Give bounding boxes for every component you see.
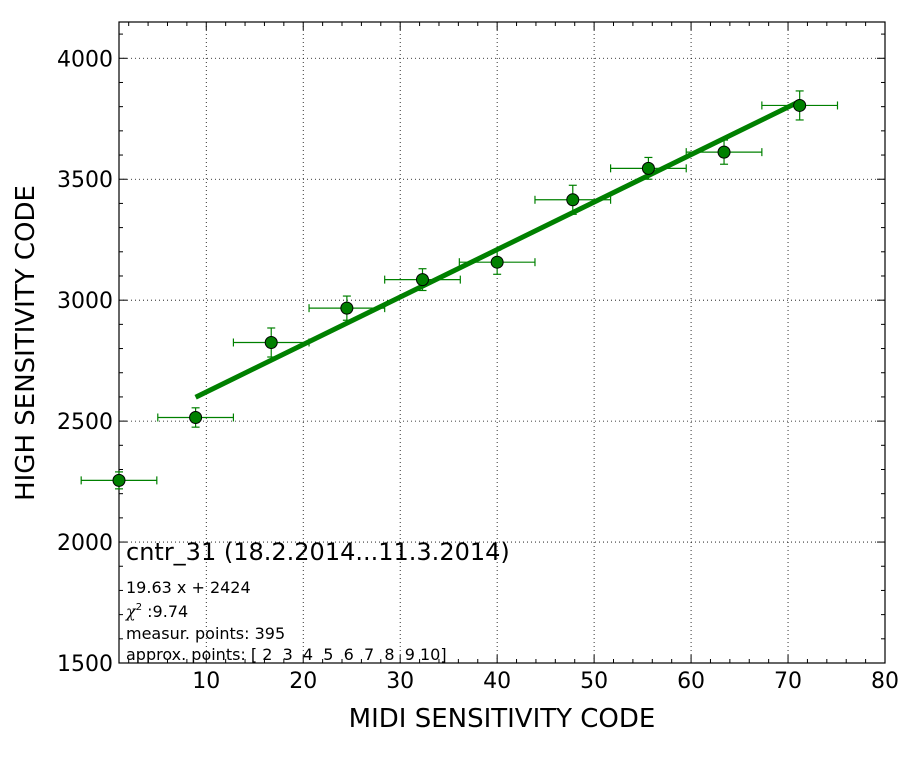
data-point [490,255,504,269]
x-tick-label: 10 [192,669,220,694]
x-tick-label: 60 [677,669,705,694]
x-tick-label: 50 [580,669,608,694]
tick-labels: 10 20 30 40 50 60 70 80 1500 2000 2500 3000 3500 4000 [57,47,899,694]
x-tick-label: 30 [386,669,414,694]
data-point [641,161,655,175]
data-point [717,145,731,159]
y-tick-label: 2000 [57,531,113,556]
chi-square-annotation: χ2 :9.74 [125,602,188,621]
plot-frame [118,21,886,664]
y-tick-label: 4000 [57,47,113,72]
y-tick-label: 2500 [57,410,113,435]
fit-line [194,99,801,400]
axis-ticks [119,22,886,664]
plot-area-border [118,21,886,664]
data-point [415,273,429,287]
y-tick-label: 1500 [57,652,113,677]
x-tick-label: 20 [289,669,317,694]
chart-title-annotation: cntr_31 (18.2.2014...11.3.2014) [126,538,510,566]
x-tick-label: 80 [871,669,899,694]
equation-annotation: 19.63 x + 2424 [126,578,251,597]
fit-line-layer [194,99,801,400]
x-tick-label: 70 [774,669,802,694]
approx-points-annotation: approx. points: [ 2 3 4 5 6 7 8 9 10] [126,645,447,664]
data-point [112,473,126,487]
chi-superscript: 2 [136,602,142,613]
data-point [793,98,807,112]
chi-symbol: χ [125,602,137,621]
x-axis-label: MIDI SENSITIVITY CODE [349,704,656,734]
data-point [264,336,278,349]
data-point [340,301,354,315]
y-tick-label: 3000 [57,289,113,314]
data-points [112,98,807,487]
y-axis-label: HIGH SENSITIVITY CODE [11,185,41,501]
data-point [566,193,580,207]
chi-value: :9.74 [142,602,188,621]
data-point [189,410,203,424]
x-tick-label: 40 [483,669,511,694]
y-tick-label: 3500 [57,168,113,193]
measured-points-annotation: measur. points: 395 [126,624,285,643]
